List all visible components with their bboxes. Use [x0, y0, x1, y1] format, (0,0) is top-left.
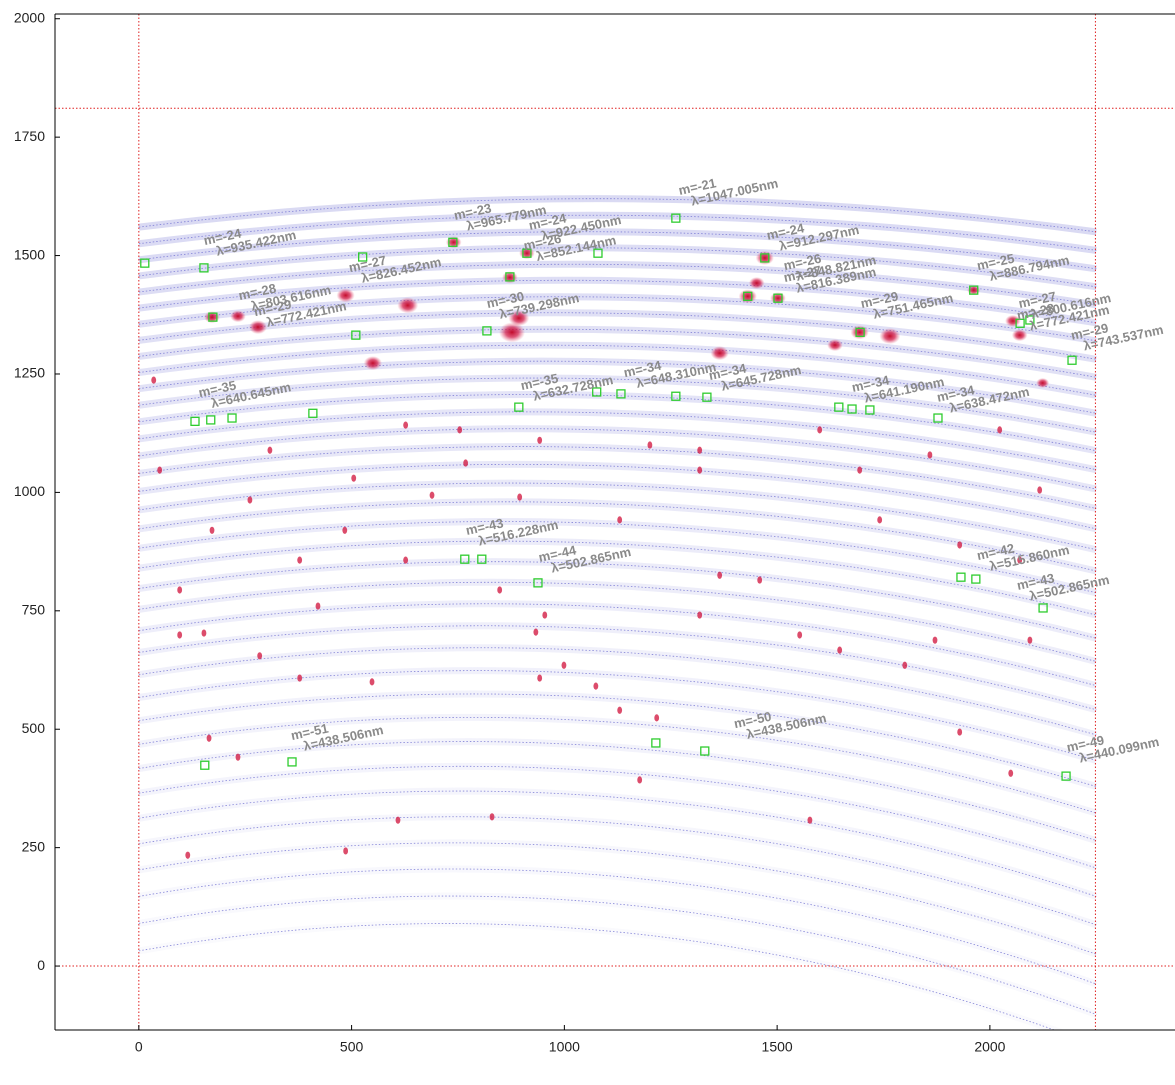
- y-tick-label: 500: [22, 720, 46, 736]
- emission-spot: [537, 437, 542, 444]
- emission-spot: [851, 325, 869, 339]
- emission-spot: [517, 494, 522, 501]
- emission-spot: [857, 467, 862, 474]
- y-tick-label: 1750: [14, 128, 45, 144]
- emission-spot: [711, 346, 729, 360]
- emission-spot: [957, 541, 962, 548]
- emission-spot: [877, 516, 882, 523]
- emission-spot: [933, 637, 938, 644]
- emission-spot: [1036, 378, 1049, 388]
- emission-spot: [151, 377, 156, 384]
- emission-spot: [562, 662, 567, 669]
- line-annotation: m=-24λ=912.297nm: [765, 209, 860, 255]
- emission-spot: [1027, 637, 1032, 644]
- emission-spot: [617, 707, 622, 714]
- emission-spot: [185, 852, 190, 859]
- emission-spot: [343, 847, 348, 854]
- x-tick-label: 2000: [974, 1039, 1005, 1055]
- identified-line: [309, 409, 317, 417]
- emission-spot: [297, 674, 302, 681]
- emission-spot: [257, 652, 262, 659]
- y-tick-label: 0: [37, 957, 45, 973]
- x-tick-label: 500: [340, 1039, 364, 1055]
- emission-spot: [1037, 486, 1042, 493]
- emission-spot: [457, 426, 462, 433]
- emission-spot: [497, 586, 502, 593]
- emission-spot: [902, 662, 907, 669]
- emission-spot: [490, 813, 495, 820]
- emission-spot: [342, 527, 347, 534]
- emission-spot: [351, 475, 356, 482]
- emission-spot: [593, 683, 598, 690]
- emission-spot: [697, 611, 702, 618]
- emission-spot: [177, 631, 182, 638]
- identified-line: [972, 575, 980, 583]
- y-tick-label: 1000: [14, 483, 45, 499]
- emission-spot: [396, 817, 401, 824]
- emission-spot: [397, 297, 418, 313]
- emission-spot: [697, 467, 702, 474]
- emission-spot: [757, 576, 762, 583]
- x-tick-label: 1500: [762, 1039, 793, 1055]
- emission-spot: [157, 467, 162, 474]
- emission-spot: [617, 516, 622, 523]
- x-tick-label: 0: [135, 1039, 143, 1055]
- emission-spot: [542, 611, 547, 618]
- emission-spot: [756, 251, 774, 265]
- emission-spot: [463, 459, 468, 466]
- y-tick-label: 750: [22, 602, 46, 618]
- y-tick-label: 250: [22, 838, 46, 854]
- plot-area: m=-24λ=935.422nmm=-28λ=803.616nmm=-29λ=7…: [55, 14, 1175, 1045]
- emission-spot: [210, 527, 215, 534]
- emission-spot: [637, 776, 642, 783]
- y-tick-label: 1500: [14, 246, 45, 262]
- emission-spot: [717, 572, 722, 579]
- identified-line: [652, 739, 660, 747]
- emission-spot: [267, 447, 272, 454]
- emission-spot: [297, 557, 302, 564]
- emission-spot: [997, 426, 1002, 433]
- emission-spot: [533, 629, 538, 636]
- emission-spot: [537, 674, 542, 681]
- emission-spot: [739, 289, 757, 303]
- emission-spot: [202, 629, 207, 636]
- line-annotation: m=-50λ=438.506nm: [733, 698, 828, 744]
- x-tick-label: 1000: [549, 1039, 580, 1055]
- identified-line: [191, 417, 199, 425]
- y-tick-label: 1250: [14, 365, 45, 381]
- identified-line: [957, 573, 965, 581]
- emission-spot: [957, 728, 962, 735]
- emission-spot: [430, 492, 435, 499]
- emission-spot: [817, 426, 822, 433]
- emission-spot: [230, 310, 246, 322]
- emission-spot: [1012, 329, 1028, 341]
- emission-spot: [403, 557, 408, 564]
- emission-spot: [403, 422, 408, 429]
- identified-line: [288, 758, 296, 766]
- emission-spot: [837, 647, 842, 654]
- emission-spot: [1008, 770, 1013, 777]
- emission-spot: [879, 328, 900, 344]
- emission-spot: [654, 714, 659, 721]
- emission-spot: [827, 339, 843, 351]
- emission-spot: [249, 320, 267, 334]
- emission-spot: [364, 356, 382, 370]
- emission-spot: [370, 678, 375, 685]
- emission-spot: [797, 631, 802, 638]
- y-tick-label: 2000: [14, 9, 45, 25]
- emission-spot: [749, 277, 765, 289]
- emission-spot: [236, 754, 241, 761]
- emission-spot: [647, 441, 652, 448]
- chart: m=-24λ=935.422nmm=-28λ=803.616nmm=-29λ=7…: [0, 0, 1175, 1085]
- emission-spot: [247, 496, 252, 503]
- emission-spot: [316, 602, 321, 609]
- identified-line: [228, 414, 236, 422]
- emission-spot: [177, 586, 182, 593]
- identified-line: [207, 416, 215, 424]
- emission-spot: [927, 451, 932, 458]
- emission-spot: [207, 735, 212, 742]
- emission-spot: [807, 817, 812, 824]
- emission-spot: [697, 447, 702, 454]
